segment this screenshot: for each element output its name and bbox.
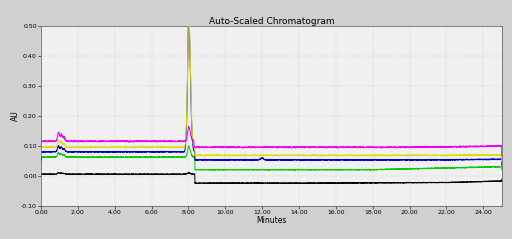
Title: Auto-Scaled Chromatogram: Auto-Scaled Chromatogram <box>208 16 334 26</box>
X-axis label: Minutes: Minutes <box>256 216 287 225</box>
Y-axis label: AU: AU <box>11 111 19 121</box>
